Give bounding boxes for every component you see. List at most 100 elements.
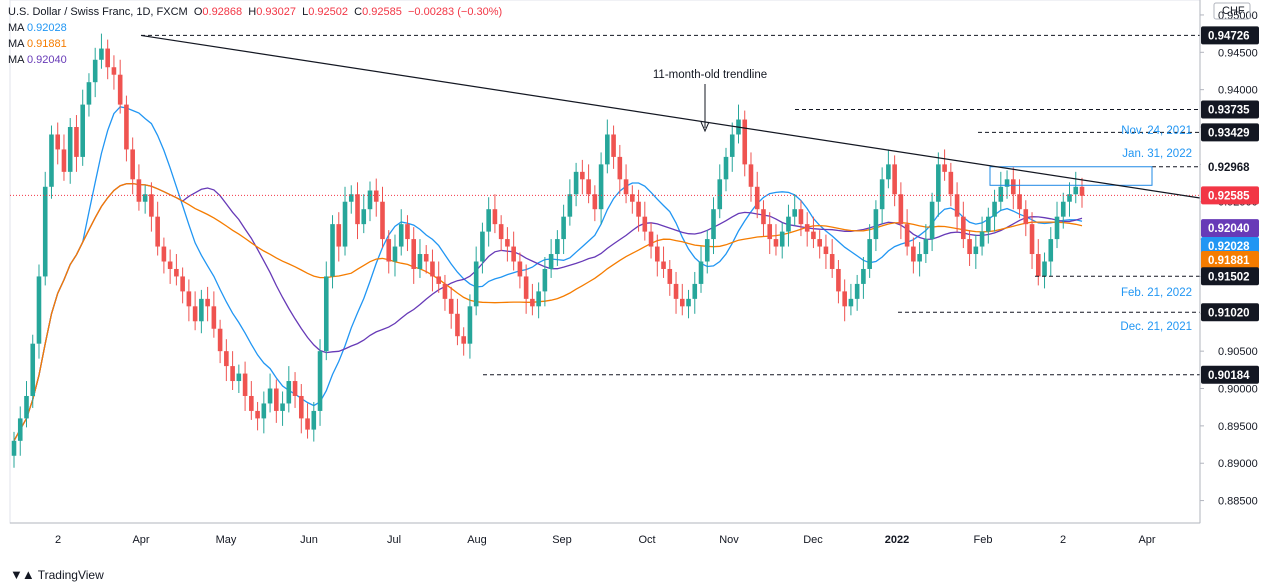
candle bbox=[348, 185, 354, 214]
candle bbox=[17, 406, 23, 456]
price-badge: 0.91881 bbox=[1201, 250, 1259, 269]
candle-body bbox=[461, 336, 466, 344]
candle bbox=[642, 201, 648, 241]
candle-body bbox=[42, 186, 48, 277]
candle-body bbox=[573, 171, 579, 195]
candle bbox=[511, 231, 516, 271]
candle-body bbox=[1054, 216, 1060, 240]
candle-body bbox=[561, 216, 566, 240]
candle bbox=[686, 289, 691, 319]
candle-body bbox=[1035, 254, 1041, 277]
candle bbox=[142, 185, 148, 214]
candle-body bbox=[180, 276, 185, 292]
candle-body bbox=[373, 190, 379, 202]
candle bbox=[1029, 212, 1035, 269]
candle bbox=[923, 224, 929, 263]
candle bbox=[86, 73, 92, 117]
candle-body bbox=[298, 395, 304, 419]
candle-body bbox=[836, 268, 841, 292]
candle bbox=[323, 261, 329, 361]
candle bbox=[630, 185, 635, 214]
candle-body bbox=[448, 298, 454, 314]
candle-body bbox=[911, 246, 916, 262]
candle bbox=[530, 283, 535, 316]
candle bbox=[280, 391, 285, 426]
candle bbox=[455, 298, 460, 346]
candle-body bbox=[954, 194, 960, 217]
price-badge-bg bbox=[1201, 303, 1259, 322]
ma-row-2[interactable]: MA 0.91881 bbox=[8, 36, 502, 52]
candle bbox=[967, 230, 972, 266]
candle-body bbox=[11, 440, 17, 456]
candle-body bbox=[555, 239, 560, 255]
candle bbox=[423, 245, 429, 274]
candle bbox=[555, 230, 560, 266]
candle bbox=[124, 95, 129, 162]
candle-body bbox=[986, 216, 991, 232]
candle-body bbox=[704, 239, 710, 262]
time-tick-label: Jul bbox=[387, 534, 401, 546]
candle-body bbox=[398, 224, 404, 247]
price-badge-bg bbox=[1201, 267, 1259, 286]
candle-body bbox=[517, 261, 523, 277]
candle bbox=[167, 249, 173, 284]
candle-body bbox=[929, 201, 935, 240]
candle bbox=[1079, 177, 1085, 208]
tradingview-branding[interactable]: ▼▲ TradingView bbox=[10, 567, 104, 582]
candle-body bbox=[217, 328, 223, 352]
candle-body bbox=[786, 216, 791, 232]
candle-body bbox=[761, 209, 766, 225]
candle-body bbox=[892, 164, 897, 195]
candle bbox=[355, 182, 360, 240]
candle bbox=[973, 234, 979, 269]
candle-body bbox=[330, 224, 335, 277]
candle bbox=[704, 230, 710, 274]
candle-body bbox=[1067, 194, 1072, 202]
currency-box bbox=[1213, 2, 1251, 20]
price-badge: 0.93429 bbox=[1201, 123, 1259, 142]
candle bbox=[867, 224, 872, 278]
trendline-arrow-head bbox=[700, 121, 710, 133]
candle bbox=[1023, 200, 1029, 237]
candle bbox=[336, 212, 342, 262]
candle bbox=[130, 137, 135, 195]
candle-body bbox=[1079, 186, 1085, 196]
close-value: 0.92585 bbox=[362, 6, 402, 18]
candle-body bbox=[61, 149, 67, 172]
price-badge: 0.94726 bbox=[1201, 26, 1259, 45]
price-badge: 0.91502 bbox=[1201, 267, 1259, 286]
time-tick-label: Jun bbox=[300, 534, 318, 546]
price-badge-text: 0.93735 bbox=[1208, 104, 1250, 116]
candle bbox=[330, 215, 335, 289]
candle-body bbox=[873, 209, 879, 240]
candle-body bbox=[811, 231, 816, 240]
candle bbox=[411, 227, 417, 284]
candle-body bbox=[1010, 179, 1016, 195]
candle-body bbox=[1017, 194, 1022, 210]
candle bbox=[461, 327, 466, 356]
candle bbox=[236, 364, 242, 393]
candle bbox=[729, 122, 735, 172]
candle bbox=[548, 239, 554, 278]
candle-body bbox=[998, 186, 1004, 202]
high-label: H bbox=[248, 6, 257, 18]
candle-body bbox=[792, 209, 798, 217]
candle bbox=[467, 294, 473, 359]
candle-body bbox=[992, 201, 997, 217]
candle bbox=[1073, 171, 1079, 204]
candle bbox=[992, 189, 997, 232]
annotation-label: Jan. 31, 2022 bbox=[1122, 148, 1192, 160]
candle bbox=[342, 186, 348, 256]
candle-body bbox=[136, 179, 142, 202]
candle-body bbox=[199, 298, 204, 322]
time-tick-label: Aug bbox=[467, 534, 487, 546]
trendline-line bbox=[140, 34, 1201, 199]
candle-body bbox=[1073, 186, 1079, 195]
candle bbox=[848, 283, 854, 316]
candle-body bbox=[886, 164, 891, 180]
change-value: −0.00283 (−0.30%) bbox=[407, 6, 503, 18]
ma-row-1[interactable]: MA 0.92028 bbox=[8, 20, 502, 36]
price-badge-bg bbox=[1201, 26, 1259, 45]
ma-row-3[interactable]: MA 0.92040 bbox=[8, 52, 502, 68]
